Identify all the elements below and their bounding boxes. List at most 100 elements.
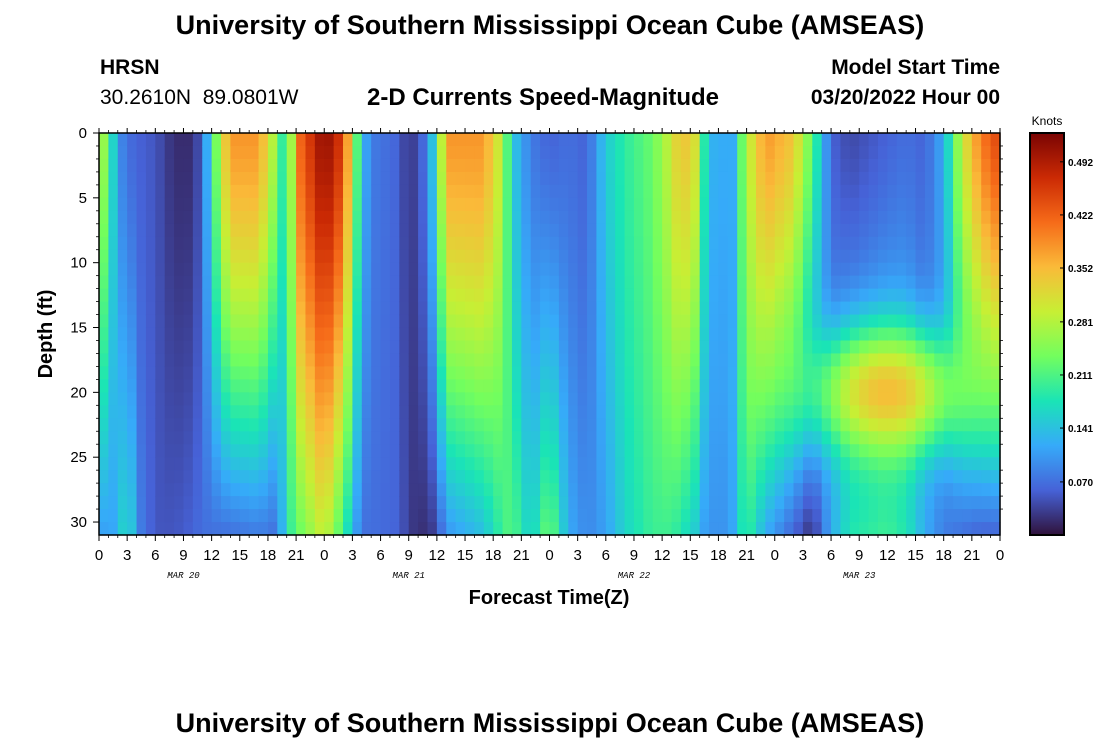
heatmap-cell [615, 275, 626, 290]
heatmap-cell [117, 301, 128, 316]
heatmap-cell [605, 392, 616, 406]
heatmap-cell [286, 197, 297, 212]
heatmap-cell [267, 509, 278, 523]
heatmap-cell [530, 444, 541, 458]
heatmap-cell [577, 431, 588, 445]
heatmap-cell [774, 275, 785, 290]
heatmap-cell [493, 223, 504, 238]
heatmap-cell [793, 509, 804, 523]
heatmap-cell [192, 366, 203, 380]
heatmap-cell [136, 314, 147, 329]
heatmap-cell [427, 249, 438, 264]
heatmap-cell [840, 444, 851, 458]
heatmap-cell [521, 210, 532, 225]
heatmap-cell [887, 314, 898, 329]
heatmap-cell [267, 262, 278, 277]
heatmap-cell [108, 366, 119, 380]
heatmap-cell [249, 457, 260, 471]
heatmap-cell [953, 133, 964, 147]
heatmap-cell [652, 133, 663, 147]
heatmap-cell [249, 158, 260, 173]
heatmap-cell [164, 210, 175, 225]
heatmap-cell [436, 392, 447, 406]
heatmap-cell [887, 470, 898, 484]
heatmap-cell [399, 236, 410, 251]
heatmap-cell [305, 275, 316, 290]
heatmap-cell [859, 379, 870, 393]
heatmap-cell [305, 379, 316, 393]
heatmap-cell [502, 184, 513, 199]
heatmap-cell [971, 340, 982, 355]
heatmap-cell [615, 210, 626, 225]
heatmap-cell [953, 301, 964, 316]
heatmap-cell [258, 236, 269, 251]
heatmap-cell [502, 522, 513, 536]
heatmap-cell [821, 483, 832, 497]
heatmap-cell [605, 210, 616, 225]
heatmap-cell [868, 184, 879, 199]
heatmap-cell [821, 470, 832, 484]
heatmap-cell [643, 314, 654, 329]
heatmap-cell [727, 314, 738, 329]
heatmap-cell [239, 340, 250, 355]
heatmap-cell [774, 379, 785, 393]
heatmap-cell [605, 444, 616, 458]
heatmap-cell [943, 327, 954, 342]
heatmap-cell [455, 353, 466, 368]
heatmap-cell [615, 223, 626, 238]
heatmap-cell [840, 223, 851, 238]
heatmap-cell [953, 405, 964, 419]
heatmap-cell [802, 223, 813, 238]
heatmap-cell [408, 223, 419, 238]
heatmap-cell [953, 249, 964, 264]
heatmap-cell [596, 340, 607, 355]
heatmap-cell [483, 457, 494, 471]
heatmap-cell [577, 340, 588, 355]
heatmap-cell [286, 145, 297, 160]
heatmap-cell [840, 314, 851, 329]
heatmap-cell [633, 210, 644, 225]
heatmap-cell [718, 197, 729, 212]
heatmap-cell [727, 184, 738, 199]
heatmap-cell [324, 522, 335, 536]
heatmap-cell [718, 223, 729, 238]
heatmap-cell [511, 392, 522, 406]
heatmap-cell [399, 418, 410, 432]
heatmap-cell [746, 262, 757, 277]
heatmap-cell [624, 496, 635, 510]
heatmap-cell [802, 522, 813, 536]
heatmap-cell [953, 444, 964, 458]
heatmap-cell [746, 236, 757, 251]
heatmap-cell [371, 509, 382, 523]
heatmap-cell [267, 223, 278, 238]
heatmap-cell [286, 483, 297, 497]
heatmap-cell [615, 483, 626, 497]
heatmap-cell [671, 379, 682, 393]
heatmap-cell [483, 353, 494, 368]
heatmap-cell [605, 236, 616, 251]
heatmap-cell [286, 210, 297, 225]
heatmap-cell [408, 392, 419, 406]
heatmap-cell [990, 275, 1001, 290]
heatmap-cell [915, 483, 926, 497]
heatmap-cell [511, 431, 522, 445]
heatmap-cell [831, 496, 842, 510]
heatmap-cell [540, 145, 551, 160]
heatmap-cell [831, 301, 842, 316]
heatmap-cell [436, 223, 447, 238]
heatmap-cell [737, 327, 748, 342]
heatmap-cell [389, 327, 400, 342]
heatmap-cell [981, 158, 992, 173]
heatmap-cell [108, 262, 119, 277]
heatmap-cell [906, 496, 917, 510]
heatmap-cell [849, 171, 860, 186]
heatmap-cell [239, 444, 250, 458]
heatmap-cell [239, 418, 250, 432]
heatmap-cell [305, 236, 316, 251]
heatmap-cell [483, 249, 494, 264]
heatmap-cell [493, 340, 504, 355]
heatmap-cell [737, 262, 748, 277]
heatmap-cell [455, 405, 466, 419]
heatmap-cell [793, 133, 804, 147]
heatmap-cell [408, 210, 419, 225]
